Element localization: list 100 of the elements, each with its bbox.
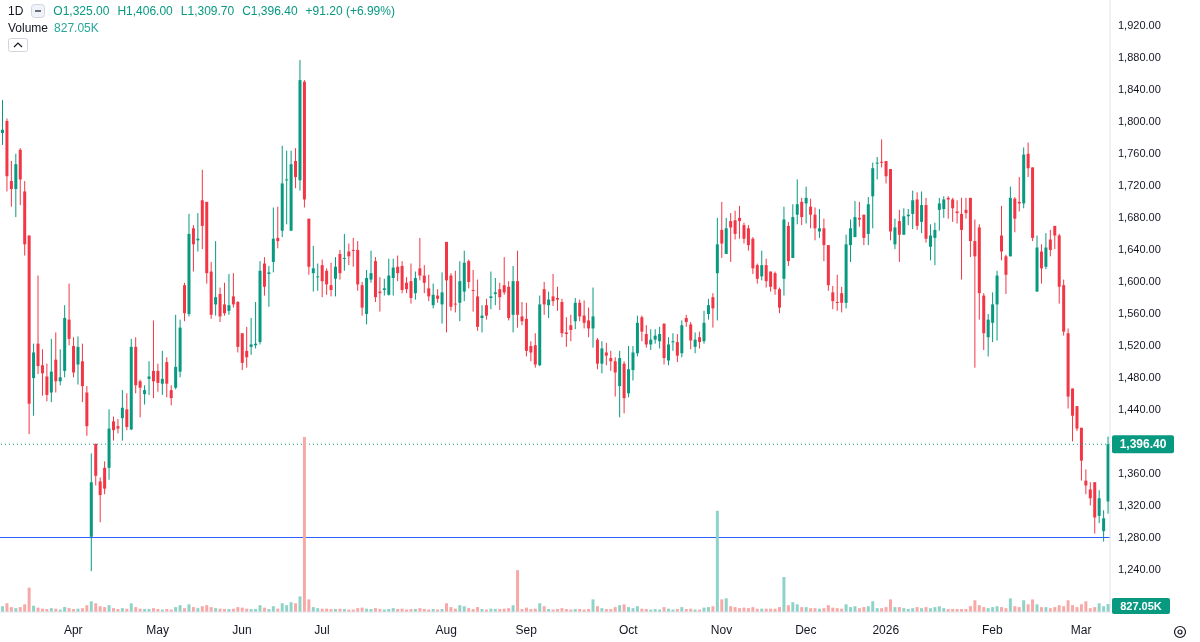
- candlestick: [396, 255, 400, 282]
- candlestick: [471, 269, 475, 313]
- bar: [294, 603, 298, 612]
- candlestick: [427, 274, 431, 302]
- x-tick-label: May: [146, 623, 169, 637]
- candlestick: [573, 297, 577, 330]
- candlestick: [169, 384, 173, 406]
- candlestick: [58, 348, 62, 386]
- y-tick-label: 1,240.00: [1118, 563, 1161, 576]
- candlestick: [489, 271, 493, 310]
- candlestick: [440, 271, 444, 325]
- bar: [285, 605, 289, 612]
- candlestick: [795, 178, 799, 225]
- bar: [107, 605, 111, 612]
- candlestick: [600, 340, 604, 374]
- candlestick: [822, 218, 826, 262]
- candlestick: [453, 270, 457, 313]
- y-tick-label: 1,520.00: [1118, 339, 1161, 352]
- candlestick: [334, 256, 337, 297]
- candlestick: [556, 286, 559, 312]
- x-tick-label: Sep: [515, 623, 538, 637]
- candlestick: [817, 208, 821, 239]
- x-tick-label: Apr: [63, 623, 83, 637]
- bar: [205, 605, 209, 612]
- candlestick: [582, 299, 586, 329]
- bar: [511, 605, 515, 612]
- bar: [1022, 600, 1026, 612]
- bar: [1057, 605, 1061, 612]
- x-tick-label: 2026: [872, 623, 900, 637]
- bar: [187, 604, 191, 612]
- candlestick: [702, 310, 706, 345]
- candlestick: [484, 298, 488, 321]
- y-tick-label: 1,800.00: [1118, 114, 1161, 127]
- candlestick: [249, 317, 253, 356]
- candlestick: [387, 258, 391, 297]
- candlestick: [267, 265, 271, 308]
- bar: [178, 605, 182, 612]
- candlestick: [338, 249, 342, 281]
- candlestick: [342, 233, 346, 272]
- candlestick: [920, 190, 924, 234]
- bar: [1084, 601, 1088, 612]
- candlestick: [413, 271, 417, 301]
- candlestick: [902, 207, 906, 236]
- candlestick: [112, 416, 115, 442]
- candlestick: [165, 356, 169, 398]
- text: 827.05K: [1112, 598, 1170, 614]
- candlestick: [67, 283, 71, 346]
- bar: [289, 602, 293, 612]
- bar: [27, 587, 31, 612]
- bar: [720, 599, 724, 612]
- y-tick-label: 1,920.00: [1118, 18, 1161, 31]
- candlestick: [418, 237, 422, 281]
- candlestick: [973, 218, 977, 369]
- x-tick-label: Jul: [314, 623, 330, 637]
- y-tick-label: 1,440.00: [1118, 403, 1161, 416]
- candlestick: [760, 250, 764, 281]
- bar: [724, 598, 728, 612]
- candlestick: [1013, 196, 1017, 233]
- candlestick: [1097, 489, 1101, 524]
- bar: [618, 605, 622, 612]
- candlestick: [729, 212, 733, 263]
- y-tick-label: 1,320.00: [1118, 499, 1161, 512]
- candlestick: [578, 299, 582, 322]
- x-tick-label: Feb: [982, 623, 1003, 637]
- candlestick: [840, 286, 844, 313]
- chart-title: 1D: [8, 4, 24, 18]
- candlestick: [764, 258, 768, 289]
- candlestick: [276, 206, 280, 249]
- candlestick: [928, 223, 932, 261]
- candlestick: [1000, 205, 1003, 261]
- bar: [1097, 603, 1101, 612]
- candlestick: [862, 214, 866, 246]
- bar: [795, 604, 799, 612]
- bar: [302, 437, 306, 612]
- candlestick: [640, 315, 644, 342]
- candlestick: [156, 363, 160, 393]
- annotation: L1,309.70: [180, 4, 235, 18]
- x-tick-label: Jun: [232, 623, 252, 637]
- candlestick: [564, 316, 568, 348]
- candlestick: [689, 321, 693, 350]
- bar: [871, 601, 875, 612]
- candlestick: [587, 307, 591, 338]
- candlestick: [458, 260, 462, 322]
- candlestick: [320, 259, 324, 298]
- candlestick: [285, 150, 289, 225]
- annotation: H1,406.00: [117, 4, 173, 18]
- candlestick: [245, 326, 249, 369]
- y-tick-label: 1,480.00: [1118, 371, 1161, 384]
- candlestick: [964, 197, 968, 220]
- candlestick: [151, 319, 155, 399]
- bar: [5, 603, 9, 612]
- candlestick: [613, 356, 617, 398]
- x-tick-label: Nov: [710, 623, 733, 637]
- candlestick: [214, 240, 218, 317]
- bar: [826, 605, 830, 612]
- bar: [129, 603, 133, 612]
- candlestick: [120, 389, 124, 442]
- candlestick: [933, 222, 937, 266]
- candlestick: [706, 298, 710, 321]
- bar: [458, 605, 462, 612]
